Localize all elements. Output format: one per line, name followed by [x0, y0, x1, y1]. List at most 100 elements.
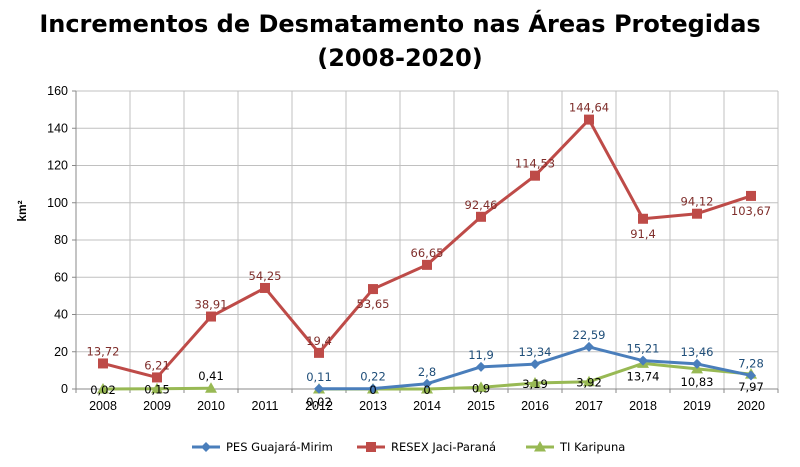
data-label: 15,21 [627, 342, 660, 356]
x-tick-label: 2011 [252, 399, 279, 413]
legend-marker [534, 441, 546, 452]
data-point [475, 381, 487, 392]
data-label: 2,8 [418, 365, 436, 379]
x-tick-label: 2012 [305, 399, 333, 413]
data-label: 0,02 [306, 395, 332, 409]
series-pes-guajara-mirim [314, 341, 756, 394]
y-tick-label: 0 [61, 382, 68, 396]
data-label: 91,4 [630, 227, 656, 241]
data-labels: 0,11 0,22 2,8 11,9 13,34 22,59 15,21 13,46 7,28 1… [87, 101, 772, 409]
data-point [692, 208, 702, 219]
data-point [368, 383, 378, 394]
data-point [584, 341, 594, 352]
data-label: 0,02 [90, 383, 116, 397]
data-point [152, 372, 162, 383]
data-point [151, 382, 163, 394]
chart-title-line2: (2008-2020) [317, 44, 483, 72]
data-label: 7,28 [738, 356, 764, 370]
data-label: 19,4 [306, 334, 332, 348]
data-point [97, 382, 109, 394]
data-label: 54,25 [249, 269, 282, 283]
y-tick-label: 120 [47, 159, 68, 173]
data-label: 0,11 [306, 370, 332, 384]
data-point [746, 190, 756, 201]
data-label: 3,92 [576, 376, 602, 390]
data-point [530, 359, 540, 370]
x-tick-label: 2020 [737, 399, 765, 413]
axes [72, 90, 779, 393]
data-point [98, 358, 108, 369]
legend-item: PES Guajará-Mirim [192, 440, 333, 454]
x-tick-label: 2019 [683, 399, 711, 413]
legend-label: PES Guajará-Mirim [226, 440, 333, 454]
data-label: 11,9 [468, 348, 494, 362]
data-label: 0 [423, 383, 430, 397]
y-tick-label: 100 [47, 196, 68, 210]
data-point [692, 358, 702, 369]
data-label: 22,59 [573, 328, 606, 342]
data-point [530, 170, 540, 181]
data-label: 13,74 [627, 369, 660, 383]
data-point [583, 375, 595, 387]
x-tick-label: 2008 [89, 399, 117, 413]
series-lines [97, 114, 757, 394]
x-tick-labels: 2008 2009 2010 2011 2012 2013 2014 2015 2016 2017… [89, 399, 765, 413]
data-label: 0,22 [360, 370, 386, 384]
data-label: 114,53 [515, 157, 555, 171]
data-point [638, 355, 648, 366]
legend: PES Guajará-Mirim RESEX Jaci-Paraná TI Kar… [192, 440, 625, 454]
legend-label: RESEX Jaci-Paraná [391, 440, 496, 454]
y-tick-label: 40 [54, 308, 68, 322]
y-axis-label: km² [15, 200, 29, 221]
legend-marker [201, 442, 211, 452]
y-tick-labels: 0 20 40 60 80 100 120 140 160 [47, 84, 68, 396]
data-point [476, 211, 486, 222]
data-label: 144,64 [569, 101, 609, 115]
x-tick-label: 2017 [575, 399, 603, 413]
data-point [422, 378, 432, 389]
x-tick-label: 2009 [143, 399, 171, 413]
data-label: 0,41 [198, 369, 224, 383]
y-tick-label: 80 [54, 233, 68, 247]
data-label: 0 [369, 383, 376, 397]
y-tick-label: 20 [54, 345, 68, 359]
legend-label: TI Karipuna [559, 440, 625, 454]
data-label: 0,15 [144, 383, 170, 397]
data-point [205, 382, 217, 393]
data-point [422, 259, 432, 270]
data-label: 66,65 [411, 246, 444, 260]
data-point [314, 383, 324, 394]
x-tick-label: 2015 [467, 399, 495, 413]
data-point [584, 114, 594, 125]
data-point [368, 284, 378, 295]
series-ti-karipuna [97, 357, 757, 394]
data-point [529, 377, 541, 388]
legend-marker [366, 442, 376, 452]
data-label: 38,91 [195, 298, 228, 312]
y-tick-label: 140 [47, 121, 68, 135]
legend-item: TI Karipuna [526, 440, 625, 454]
x-tick-label: 2010 [197, 399, 225, 413]
x-tick-label: 2018 [629, 399, 657, 413]
series-resex-jaci-parana [98, 114, 756, 383]
data-label: 7,97 [738, 380, 764, 394]
x-tick-label: 2014 [413, 399, 441, 413]
data-label: 53,65 [357, 297, 390, 311]
data-label: 10,83 [681, 375, 714, 389]
chart-title-line1: Incrementos de Desmatamento nas Áreas Pr… [39, 9, 760, 38]
data-point [476, 361, 486, 372]
data-label: 13,72 [87, 344, 120, 358]
data-label: 13,34 [519, 345, 552, 359]
data-label: 3,19 [522, 377, 548, 391]
x-tick-label: 2016 [521, 399, 549, 413]
data-point [314, 347, 324, 358]
data-label: 13,46 [681, 345, 714, 359]
data-label: 6,21 [144, 358, 170, 372]
legend-item: RESEX Jaci-Paraná [357, 440, 496, 454]
data-label: 103,67 [731, 204, 771, 218]
data-label: 94,12 [681, 195, 714, 209]
data-label: 0,9 [472, 381, 490, 395]
y-tick-label: 60 [54, 270, 68, 284]
data-point [746, 370, 756, 381]
